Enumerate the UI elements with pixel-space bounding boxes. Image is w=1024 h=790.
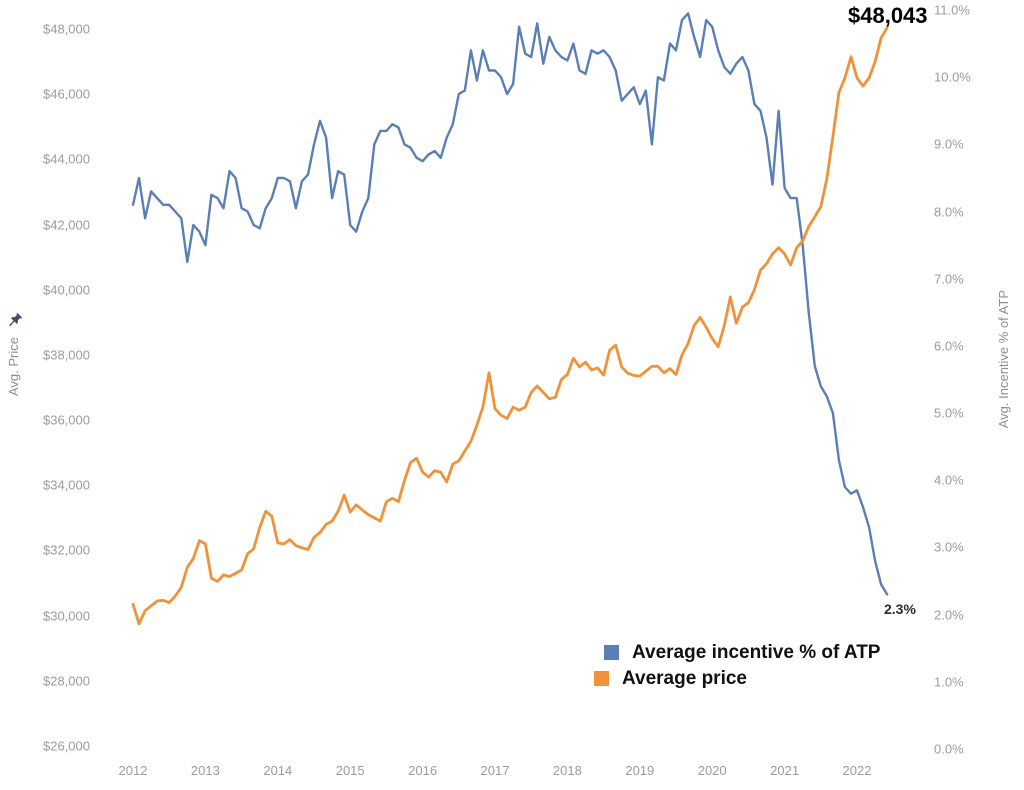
x-axis-tick-label: 2021 <box>770 763 800 778</box>
legend-swatch-price <box>594 670 609 686</box>
left-axis-tick-label: $30,000 <box>43 608 90 624</box>
incentive-line[interactable] <box>131 12 889 596</box>
left-axis-tick-label: $28,000 <box>43 673 90 689</box>
left-axis-title: Avg. Price <box>6 337 21 397</box>
x-axis-tick-label: 2017 <box>480 763 510 778</box>
right-axis-title: Avg. Incentive % of ATP <box>996 290 1011 429</box>
legend-label-incentive: Average incentive % of ATP <box>632 641 881 663</box>
price-line[interactable] <box>131 26 889 626</box>
right-axis-tick-label: 3.0% <box>934 539 964 555</box>
x-axis-tick-label: 2015 <box>335 763 365 778</box>
legend: Average incentive % of ATP Average price <box>592 639 880 691</box>
x-axis-tick-label: 2019 <box>625 763 655 778</box>
left-axis-tick-label: $42,000 <box>43 217 90 233</box>
x-axis-tick-label: 2020 <box>697 763 727 778</box>
left-axis-tick-label: $32,000 <box>43 542 90 558</box>
pin-icon[interactable] <box>8 312 23 327</box>
right-axis-tick-label: 5.0% <box>934 405 964 421</box>
incentive-endpoint-annotation: 2.3% <box>884 601 916 617</box>
right-axis-tick-label: 6.0% <box>934 338 964 354</box>
legend-label-price: Average price <box>622 667 747 689</box>
legend-swatch-incentive <box>604 644 619 660</box>
right-axis-tick-label: 0.0% <box>934 741 964 757</box>
right-axis-tick-label: 4.0% <box>934 472 964 488</box>
right-axis-tick-label: 11.0% <box>934 2 970 18</box>
left-axis-tick-label: $40,000 <box>43 282 90 298</box>
x-axis-tick-label: 2022 <box>842 763 872 778</box>
x-axis-tick-label: 2018 <box>552 763 582 778</box>
right-axis-tick-label: 8.0% <box>934 204 964 220</box>
x-axis-tick-label: 2012 <box>118 763 148 778</box>
left-axis-tick-label: $34,000 <box>43 477 90 493</box>
right-axis-tick-label: 2.0% <box>934 607 964 623</box>
right-axis-tick-label: 9.0% <box>934 136 964 152</box>
right-axis-tick-label: 7.0% <box>934 271 964 287</box>
left-axis-tick-label: $48,000 <box>43 21 90 37</box>
left-axis-tick-label: $38,000 <box>43 347 90 363</box>
price-endpoint-annotation: $48,043 <box>848 3 928 28</box>
left-axis-tick-label: $36,000 <box>43 412 90 428</box>
right-axis-tick-label: 1.0% <box>934 674 964 690</box>
x-axis-tick-label: 2013 <box>190 763 220 778</box>
x-axis-tick-label: 2016 <box>408 763 438 778</box>
legend-item-price: Average price <box>594 665 880 691</box>
x-axis-tick-label: 2014 <box>263 763 293 778</box>
left-axis-tick-label: $46,000 <box>43 86 90 102</box>
right-axis-tick-label: 10.0% <box>934 69 971 85</box>
left-axis-tick-label: $26,000 <box>43 738 90 754</box>
legend-item-incentive: Average incentive % of ATP <box>604 639 880 665</box>
left-axis-tick-label: $44,000 <box>43 151 90 167</box>
